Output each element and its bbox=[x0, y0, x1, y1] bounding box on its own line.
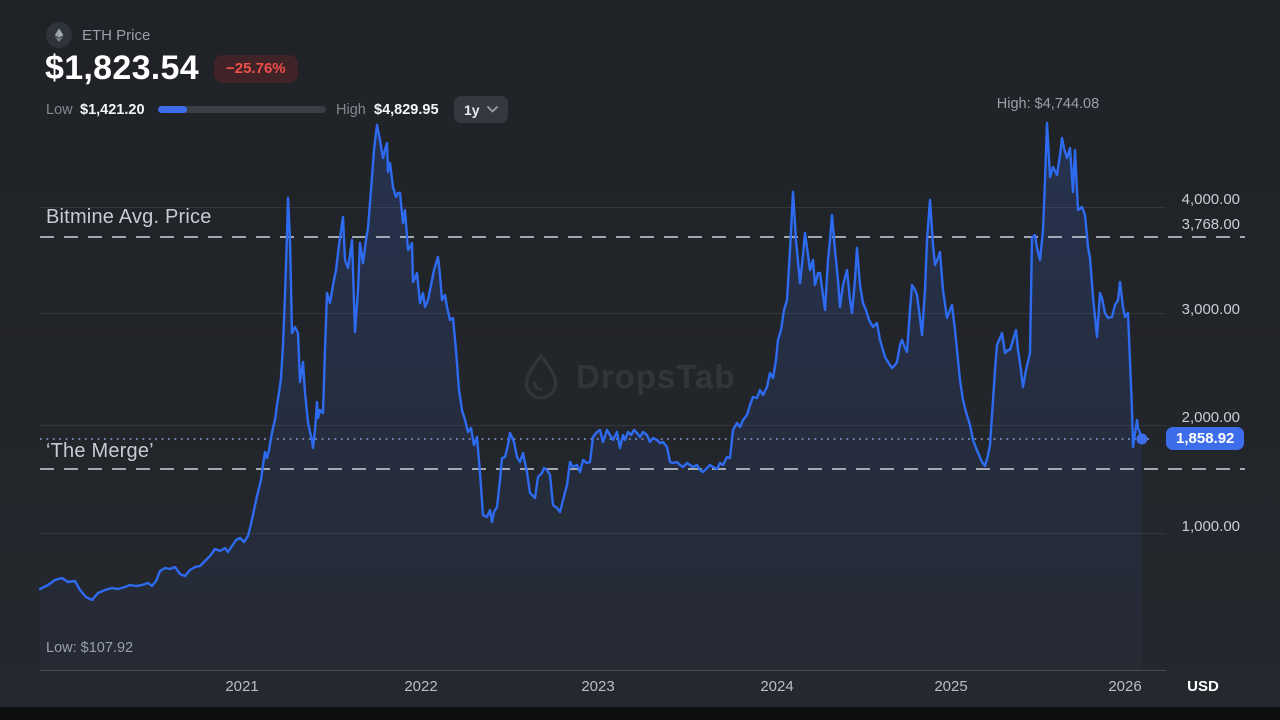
range-slider-fill bbox=[158, 106, 187, 113]
bitmine-avg-label: Bitmine Avg. Price bbox=[46, 206, 212, 228]
x-axis-tick: 2021 bbox=[225, 678, 259, 695]
dropstab-watermark: DropsTab bbox=[518, 352, 736, 402]
x-axis-tick: 2023 bbox=[581, 678, 615, 695]
merge-label: ‘The Merge’ bbox=[46, 440, 154, 462]
y-axis-tick: 4,000.00 bbox=[1181, 191, 1240, 208]
ethereum-glyph bbox=[54, 28, 64, 42]
timeframe-selector[interactable]: 1y bbox=[454, 96, 508, 123]
bottom-bar bbox=[0, 707, 1280, 720]
eth-logo-icon bbox=[46, 22, 72, 48]
x-axis-tick: 2025 bbox=[934, 678, 968, 695]
y-axis-tick: 2,000.00 bbox=[1181, 409, 1240, 426]
current-price-badge: 1,858.92 bbox=[1166, 427, 1245, 450]
high-annotation: High: $4,744.08 bbox=[996, 96, 1100, 112]
chevron-down-icon bbox=[486, 106, 498, 113]
coin-label: ETH Price bbox=[82, 27, 151, 44]
y-axis-tick: 1,000.00 bbox=[1181, 518, 1240, 535]
range-slider[interactable] bbox=[158, 106, 326, 113]
y-axis-tick: 3,768.00 bbox=[1181, 216, 1240, 233]
x-axis-tick: 2026 bbox=[1108, 678, 1142, 695]
high-label: High bbox=[336, 102, 366, 118]
low-annotation: Low: $107.92 bbox=[46, 640, 134, 656]
price-area bbox=[40, 123, 1142, 670]
low-value: $1,421.20 bbox=[80, 102, 145, 118]
current-price: $1,823.54 bbox=[45, 49, 199, 87]
x-axis-tick: 2022 bbox=[404, 678, 438, 695]
price-line bbox=[38, 121, 1144, 602]
last-price-dot bbox=[1136, 433, 1148, 445]
droplet-icon bbox=[524, 353, 558, 400]
currency-label: USD bbox=[1187, 678, 1219, 695]
watermark-text: DropsTab bbox=[576, 358, 736, 395]
high-value: $4,829.95 bbox=[374, 102, 439, 118]
y-axis-tick: 3,000.00 bbox=[1181, 301, 1240, 318]
x-axis-tick: 2024 bbox=[760, 678, 794, 695]
low-label: Low bbox=[46, 102, 73, 118]
timeframe-label: 1y bbox=[464, 101, 480, 118]
price-change-badge: −25.76% bbox=[214, 55, 298, 83]
